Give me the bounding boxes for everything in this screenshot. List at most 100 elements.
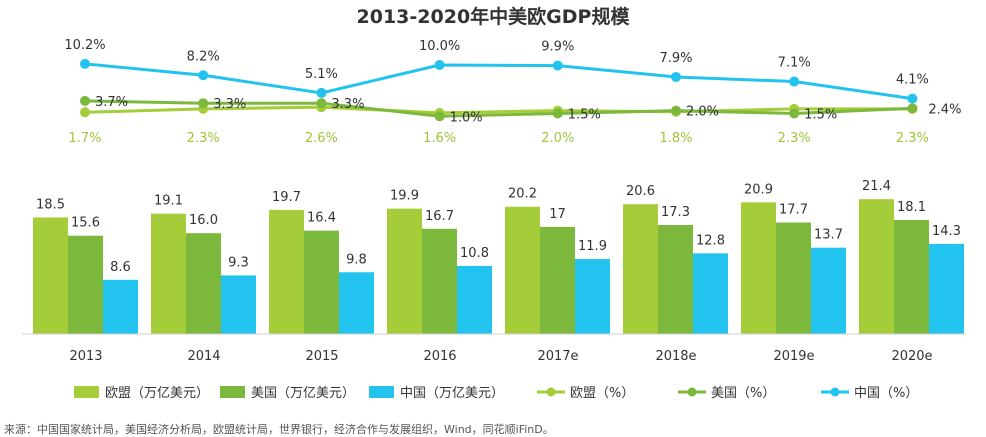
bar-label-1-7: 18.1 <box>897 200 926 215</box>
x-tick-label-7: 2020e <box>891 349 932 364</box>
line-label-1-7: 2.4% <box>928 102 961 117</box>
x-tick-label-4: 2017e <box>537 349 578 364</box>
legend-label-bar-0: 欧盟（万亿美元） <box>105 386 209 401</box>
line-point-2-0 <box>80 58 90 69</box>
bar-0-6 <box>741 202 776 334</box>
bar-2-2 <box>339 272 374 334</box>
line-label-1-3: 1.0% <box>450 110 483 125</box>
bar-1-4 <box>540 226 575 334</box>
legend-swatch-bar-2 <box>369 386 394 398</box>
bar-label-2-2: 9.8 <box>346 252 367 267</box>
line-point-2-1 <box>198 70 209 81</box>
bar-label-2-3: 10.8 <box>460 246 489 261</box>
legend-label-line-1: 美国（%） <box>711 386 775 401</box>
bar-0-1 <box>151 213 186 334</box>
line-point-1-1 <box>198 98 209 109</box>
bar-label-2-7: 14.3 <box>932 224 961 239</box>
line-0 <box>84 105 913 115</box>
bar-2-5 <box>693 253 728 334</box>
line-label-1-2: 3.3% <box>331 97 364 112</box>
line-point-2-5 <box>671 71 681 82</box>
line-label-2-3: 10.0% <box>419 39 460 54</box>
bar-0-0 <box>33 217 68 334</box>
legend-label-line-0: 欧盟（%） <box>570 386 634 401</box>
bar-label-1-6: 17.7 <box>779 202 808 217</box>
bar-label-0-1: 19.1 <box>154 194 183 209</box>
line-label-0-1: 2.3% <box>187 131 220 146</box>
legend-label-bar-1: 美国（万亿美元） <box>251 386 355 401</box>
line-point-1-7 <box>907 103 918 114</box>
bar-1-2 <box>304 230 339 334</box>
bar-1-0 <box>68 235 103 334</box>
bar-1-1 <box>186 233 221 334</box>
line-label-1-6: 1.5% <box>804 107 837 122</box>
line-1 <box>84 99 913 118</box>
bar-0-4 <box>505 206 540 334</box>
bar-label-2-0: 8.6 <box>110 260 131 275</box>
line-point-2-7 <box>907 93 918 104</box>
bar-1-5 <box>658 225 693 334</box>
chart-title: 2013-2020年中美欧GDP规模 <box>357 5 631 28</box>
bar-label-0-2: 19.7 <box>272 190 301 205</box>
legend-marker-line-0 <box>546 387 556 397</box>
bar-label-0-5: 20.6 <box>626 184 655 199</box>
bar-label-1-4: 17 <box>549 207 566 222</box>
legend-marker-line-2 <box>830 387 840 397</box>
legend-swatch-bar-0 <box>74 386 99 398</box>
bar-label-2-6: 13.7 <box>814 228 843 243</box>
chart-legend: 欧盟（万亿美元） 美国（万亿美元） 中国（万亿美元） 欧盟（%） 美国（%） 中国（%） <box>74 386 918 401</box>
line-label-2-0: 10.2% <box>64 38 105 53</box>
line-point-1-3 <box>434 111 445 122</box>
x-tick-label-0: 2013 <box>69 349 102 364</box>
bar-2-4 <box>575 259 610 334</box>
bar-0-5 <box>623 204 658 334</box>
line-point-2-4 <box>552 60 563 71</box>
line-label-0-0: 1.7% <box>68 131 101 146</box>
bar-label-1-0: 15.6 <box>71 216 100 231</box>
line-label-0-7: 2.3% <box>896 131 929 146</box>
line-point-1-0 <box>80 95 90 106</box>
bar-label-1-2: 16.4 <box>307 211 336 226</box>
bar-2-1 <box>221 275 256 334</box>
bar-2-3 <box>457 265 492 334</box>
bar-label-1-5: 17.3 <box>661 205 690 220</box>
line-point-1-6 <box>789 108 800 119</box>
line-label-2-6: 7.1% <box>778 56 811 71</box>
line-label-2-5: 7.9% <box>659 51 692 66</box>
line-label-2-2: 5.1% <box>305 67 338 82</box>
bar-label-1-3: 16.7 <box>425 209 454 224</box>
x-tick-label-3: 2016 <box>423 349 456 364</box>
line-label-1-0: 3.7% <box>95 95 128 110</box>
bar-2-0 <box>103 279 138 334</box>
line-point-2-2 <box>316 87 327 98</box>
bar-1-6 <box>776 222 811 334</box>
line-label-0-4: 2.0% <box>541 131 574 146</box>
line-label-2-4: 9.9% <box>541 40 574 55</box>
bar-1-7 <box>894 219 929 334</box>
legend-swatch-bar-1 <box>220 386 245 398</box>
bar-0-3 <box>387 208 422 334</box>
bar-label-2-1: 9.3 <box>228 255 249 270</box>
bar-label-2-5: 12.8 <box>696 233 725 248</box>
source-note: 来源：中国国家统计局，美国经济分析局，欧盟统计局，世界银行，经济合作与发展组织，… <box>4 422 554 436</box>
x-tick-label-6: 2019e <box>773 349 814 364</box>
line-label-0-5: 1.8% <box>659 131 692 146</box>
bar-2-7 <box>929 243 964 334</box>
x-axis-labels: 2013 2014 2015 2016 2017e 2018e 2019e 2020e <box>69 349 932 364</box>
x-tick-label-2: 2015 <box>305 349 338 364</box>
bar-label-0-6: 20.9 <box>744 182 773 197</box>
line-point-1-4 <box>552 108 563 119</box>
x-tick-label-5: 2018e <box>655 349 696 364</box>
line-label-1-4: 1.5% <box>568 107 601 122</box>
bar-label-0-7: 21.4 <box>862 179 891 194</box>
bar-2-6 <box>811 247 846 334</box>
legend-label-bar-2: 中国（万亿美元） <box>400 386 504 401</box>
line-point-1-5 <box>671 105 681 116</box>
line-label-0-3: 1.6% <box>423 131 456 146</box>
line-label-0-2: 2.6% <box>305 131 338 146</box>
line-point-2-6 <box>789 76 800 87</box>
bar-0-7 <box>859 199 894 334</box>
legend-label-line-2: 中国（%） <box>854 386 918 401</box>
line-label-1-5: 2.0% <box>686 105 719 120</box>
